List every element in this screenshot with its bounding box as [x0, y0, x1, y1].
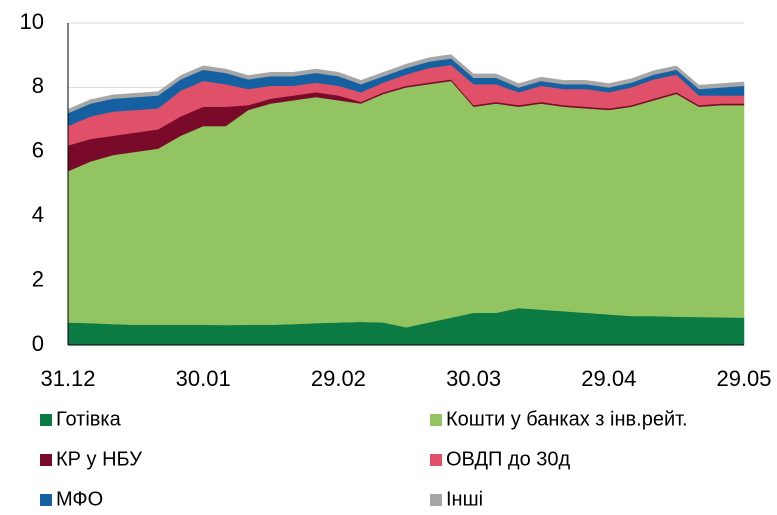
legend-label: МФО — [56, 488, 103, 510]
legend-label: Інші — [446, 488, 483, 510]
legend-swatch — [430, 454, 442, 466]
x-tick-label: 30.01 — [176, 366, 231, 391]
x-tick-label: 29.02 — [311, 366, 366, 391]
x-tick-label: 29.04 — [581, 366, 636, 391]
legend-label: ОВДП до 30д — [446, 448, 571, 470]
legend-label: КР у НБУ — [56, 448, 142, 470]
y-tick-label: 4 — [32, 202, 44, 227]
x-tick-label: 31.12 — [40, 366, 95, 391]
legend-swatch — [430, 414, 442, 426]
y-tick-label: 6 — [32, 138, 44, 163]
legend-swatch — [40, 454, 52, 466]
legend-label: Кошти у банках з інв.рейт. — [446, 408, 688, 430]
x-tick-label: 29.05 — [716, 366, 771, 391]
legend-swatch — [40, 414, 52, 426]
x-tick-label: 30.03 — [446, 366, 501, 391]
y-tick-label: 0 — [32, 331, 44, 356]
legend-swatch — [430, 494, 442, 506]
y-tick-label: 10 — [20, 9, 44, 34]
y-tick-label: 8 — [32, 73, 44, 98]
area — [67, 54, 745, 114]
legend-label: Готівка — [56, 408, 122, 430]
legend-swatch — [40, 494, 52, 506]
y-tick-label: 2 — [32, 266, 44, 291]
